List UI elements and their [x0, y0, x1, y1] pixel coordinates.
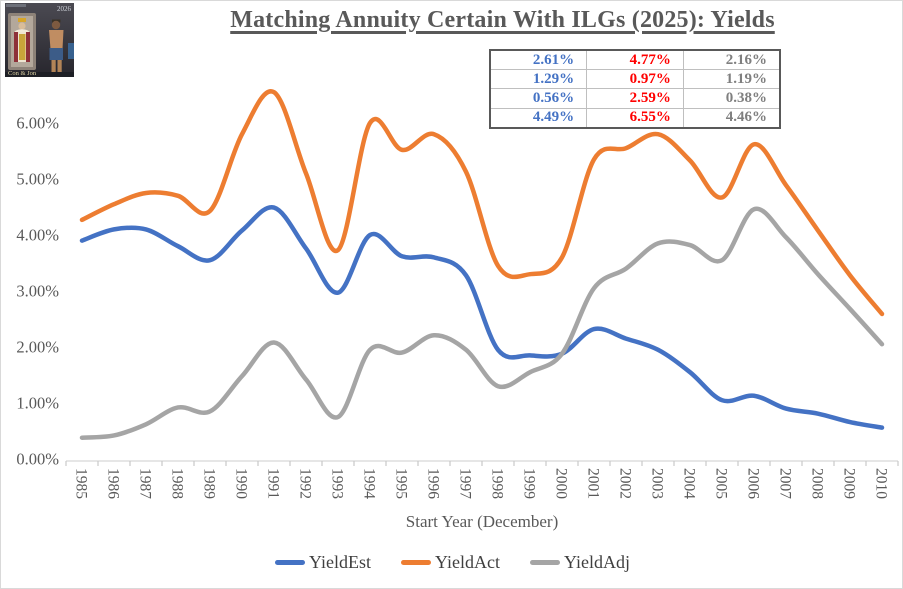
- stat-cell: 1.19%: [682, 69, 781, 90]
- x-axis-label: 1996: [425, 468, 442, 499]
- x-axis-label: 2008: [809, 468, 826, 499]
- x-axis-label: 2002: [617, 468, 634, 499]
- x-axis-label: 1994: [361, 468, 378, 499]
- stat-cell: 0.38%: [682, 88, 781, 109]
- x-axis-label: 1988: [169, 468, 186, 499]
- x-axis-label: 2000: [553, 468, 570, 499]
- y-axis-label: 0.00%: [16, 450, 59, 469]
- yieldadj-line-swatch: [530, 560, 560, 565]
- y-axis-label: 3.00%: [16, 282, 59, 301]
- y-axis-label: 6.00%: [16, 114, 59, 133]
- x-axis-label: 2007: [777, 468, 794, 499]
- stats-table-row: 1.29% 0.97% 1.19%: [489, 69, 781, 90]
- stat-cell: 6.55%: [586, 107, 684, 129]
- yieldact-line-swatch: [401, 560, 431, 565]
- stat-cell: 2.59%: [586, 88, 684, 109]
- x-axis-label: 1993: [329, 468, 346, 499]
- x-axis-label: 1985: [73, 468, 90, 499]
- stats-table: 2.61% 4.77% 2.16% 1.29% 0.97% 1.19% 0.56…: [489, 49, 781, 129]
- x-axis-label: 2004: [681, 468, 698, 499]
- x-axis-label: 1989: [201, 468, 218, 499]
- series-line-yieldadj: [79, 206, 885, 440]
- legend-label: YieldAdj: [564, 552, 630, 572]
- legend-item-yieldest: YieldEst: [275, 552, 371, 573]
- legend-label: YieldEst: [309, 552, 371, 572]
- x-axis-label: 2006: [745, 468, 762, 499]
- series-line-yieldest: [79, 205, 885, 430]
- stat-cell: 1.29%: [489, 69, 588, 90]
- stat-cell: 0.56%: [489, 88, 588, 109]
- x-axis-label: 1987: [137, 468, 154, 499]
- x-axis-label: 1991: [265, 468, 282, 499]
- y-axis-label: 2.00%: [16, 338, 59, 357]
- album-art-thumbnail: 2026 Con & Jon: [5, 3, 74, 77]
- x-axis-label: 1986: [105, 468, 122, 499]
- x-axis-label: 1998: [489, 468, 506, 499]
- album-year-text: 2026: [57, 5, 72, 13]
- legend-label: YieldAct: [435, 552, 500, 572]
- x-axis-label: 1999: [521, 468, 538, 499]
- x-axis-label: 1995: [393, 468, 410, 499]
- album-caption-text: Con & Jon: [8, 70, 37, 77]
- stat-cell: 4.46%: [682, 107, 781, 129]
- x-axis-label: 2010: [873, 468, 890, 499]
- x-axis-label: 2001: [585, 468, 602, 499]
- chart-title: Matching Annuity Certain With ILGs (2025…: [230, 7, 775, 33]
- series-line-yieldact: [79, 89, 885, 317]
- stats-table-row: 0.56% 2.59% 0.38%: [489, 88, 781, 109]
- yieldest-line-swatch: [275, 560, 305, 565]
- x-axis-label: 2009: [841, 468, 858, 499]
- legend-item-yieldact: YieldAct: [401, 552, 500, 573]
- legend-item-yieldadj: YieldAdj: [530, 552, 630, 573]
- x-axis-label: 1992: [297, 468, 314, 499]
- y-axis-label: 1.00%: [16, 394, 59, 413]
- x-axis-label: 1990: [233, 468, 250, 499]
- y-axis-label: 5.00%: [16, 170, 59, 189]
- legend: YieldEst YieldAct YieldAdj: [1, 552, 902, 573]
- album-art-image: 2026 Con & Jon: [5, 3, 74, 77]
- x-axis-label: 2005: [713, 468, 730, 499]
- x-axis-label: 2003: [649, 468, 666, 499]
- x-axis-title: Start Year (December): [405, 512, 559, 531]
- x-axis-label: 1997: [457, 468, 474, 499]
- y-axis-label: 4.00%: [16, 226, 59, 245]
- stats-table-row: 4.49% 6.55% 4.46%: [489, 107, 781, 129]
- crown-icon: [18, 18, 26, 22]
